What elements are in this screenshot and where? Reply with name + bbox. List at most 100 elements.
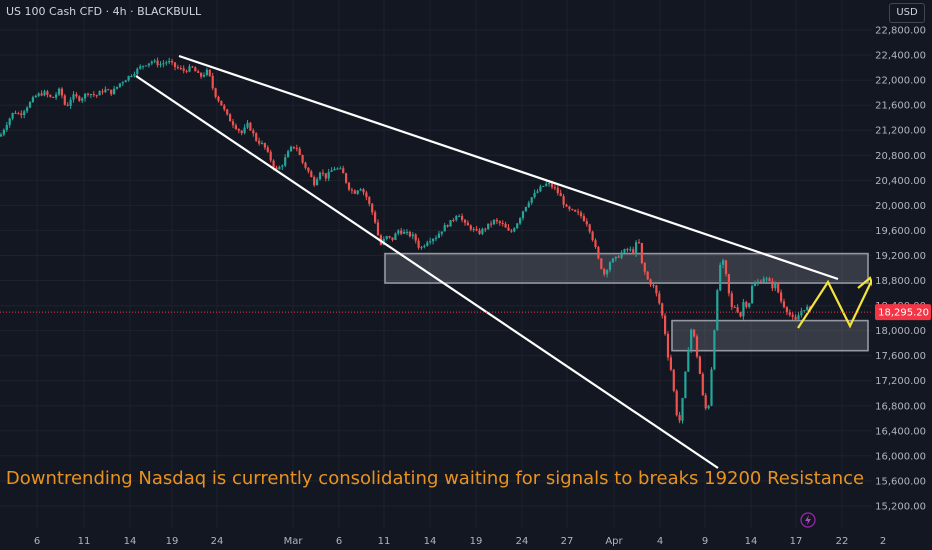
x-tick-label: 19 (470, 536, 483, 547)
candle-body (179, 68, 182, 70)
x-tick-label: 19 (166, 536, 179, 547)
x-tick-label: 11 (78, 536, 91, 547)
candle-body (574, 209, 577, 212)
upper-trendline (178, 54, 839, 281)
candle-body (478, 230, 481, 234)
candle-body (287, 151, 290, 158)
candle-body (281, 165, 284, 167)
candle-body (298, 148, 301, 156)
candle-body (684, 371, 687, 399)
candle-body (626, 249, 629, 251)
candle-body (603, 268, 606, 275)
candle-body (81, 98, 84, 101)
currency-button[interactable]: USD (889, 3, 925, 23)
price-axis[interactable]: 22,800.00 22,400.00 22,000.00 21,600.00 21,2… (872, 0, 932, 550)
candle-body (585, 221, 588, 225)
candle-body (43, 91, 46, 96)
drawings (0, 54, 880, 469)
candle-body (652, 284, 655, 286)
candle-body (69, 99, 72, 106)
candle-body (240, 130, 243, 134)
candle-body (200, 72, 203, 77)
x-tick-label: 24 (516, 536, 529, 547)
candle-body (542, 185, 545, 187)
candle-body (623, 249, 626, 253)
candle-body (675, 390, 678, 416)
candle-body (617, 256, 620, 258)
x-tick-label: 27 (561, 536, 574, 547)
candle-body (414, 234, 417, 241)
candle-body (481, 228, 484, 234)
candle-body (548, 183, 551, 185)
candle-body (342, 168, 345, 174)
candle-body (365, 192, 368, 198)
candle-body (640, 242, 643, 264)
candle-body (327, 171, 330, 179)
candle-body (716, 290, 719, 331)
candle-body (165, 62, 168, 64)
candle-body (768, 278, 771, 282)
candle-body (562, 196, 565, 205)
candle-body (217, 96, 220, 101)
candle-body (446, 225, 449, 227)
candle-body (748, 303, 751, 307)
y-tick-label: 18,800.00 (875, 276, 926, 287)
price-axis-panel (872, 0, 932, 550)
candle-body (516, 223, 519, 229)
candle-body (144, 65, 148, 67)
candle-body (704, 395, 707, 409)
candle-body (788, 312, 791, 315)
candle-body (672, 369, 675, 391)
candle-body (115, 86, 119, 89)
candle-body (362, 189, 365, 193)
candle-body (162, 63, 165, 65)
candle-body (533, 192, 536, 198)
candle-body (472, 229, 475, 231)
candle-body (368, 197, 371, 204)
candle-body (785, 307, 788, 313)
candle-body (608, 262, 612, 270)
candle-body (553, 187, 556, 189)
y-tick-label: 17,600.00 (875, 351, 926, 362)
chart-annotation: Downtrending Nasdaq is currently consoli… (6, 468, 864, 489)
candle-body (37, 93, 40, 96)
candle-body (272, 160, 275, 168)
candle-body (695, 336, 699, 357)
x-tick-label: 6 (336, 536, 342, 547)
candle-body (666, 333, 670, 358)
candle-body (530, 197, 533, 203)
candle-body (182, 68, 185, 71)
candle-body (774, 282, 777, 289)
resistance-zone (384, 252, 869, 284)
time-axis[interactable]: 6 11 14 19 24 Mar 6 11 14 19 24 27 Apr 4 9 14 17 22 2 (34, 512, 886, 547)
candle-body (60, 88, 63, 96)
candle-body (765, 278, 768, 280)
candle-body (759, 281, 762, 283)
candle-body (324, 173, 327, 179)
lightning-icon[interactable] (800, 512, 816, 528)
candle-body (113, 88, 116, 95)
candle-body (736, 307, 739, 313)
candle-body (8, 118, 11, 126)
candle-body (803, 310, 806, 312)
y-tick-label: 16,400.00 (875, 426, 926, 437)
candle-body (31, 97, 34, 103)
candle-body (751, 286, 754, 304)
candle-body (719, 264, 722, 291)
x-tick-label: 6 (34, 536, 40, 547)
price-zones (384, 252, 869, 352)
candle-body (147, 63, 150, 66)
candle-body (443, 225, 446, 232)
candle-body (278, 166, 281, 170)
candle-body (742, 302, 745, 317)
candle-body (690, 329, 693, 350)
candle-body (713, 330, 716, 370)
candle-body (521, 211, 525, 219)
x-tick-label: 14 (745, 536, 758, 547)
candle-body (611, 258, 614, 263)
candle-body (318, 172, 322, 180)
candle-body (107, 89, 110, 91)
candle-body (121, 82, 124, 84)
candle-body (243, 127, 246, 134)
